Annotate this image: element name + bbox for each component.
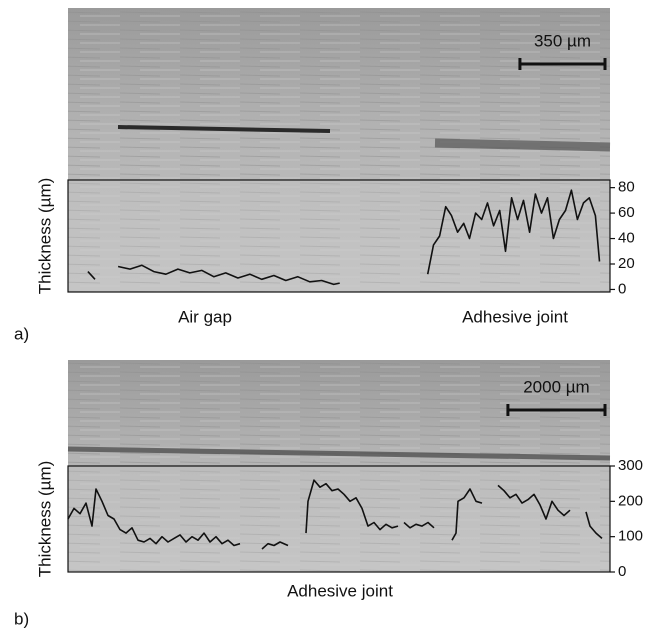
- plot-area: [67, 179, 611, 293]
- plot-area: [67, 465, 611, 573]
- y-tick-label: 0: [618, 280, 626, 297]
- y-tick-label: 20: [618, 255, 635, 272]
- scale-bar-label: 2000 µm: [523, 377, 590, 396]
- scale-bar-label: 350 µm: [534, 31, 591, 50]
- thickness-line: [87, 189, 601, 286]
- micrograph-a: [68, 8, 611, 292]
- panel-label: b): [14, 609, 29, 628]
- y-tick-label: 300: [618, 457, 643, 474]
- y-axis-label: Thickness (µm): [35, 178, 54, 295]
- y-tick-label: 60: [618, 204, 635, 221]
- thickness-line: [67, 479, 603, 550]
- y-tick-label: 200: [618, 492, 643, 509]
- y-tick-label: 100: [618, 528, 643, 545]
- y-tick-label: 80: [618, 179, 635, 196]
- y-tick-label: 0: [618, 563, 626, 580]
- annotation: Adhesive joint: [462, 307, 568, 326]
- annotation: Adhesive joint: [287, 581, 393, 600]
- annotation: Air gap: [178, 307, 232, 326]
- panel-label: a): [14, 324, 29, 343]
- y-axis-label: Thickness (µm): [35, 461, 54, 578]
- y-tick-label: 40: [618, 230, 635, 247]
